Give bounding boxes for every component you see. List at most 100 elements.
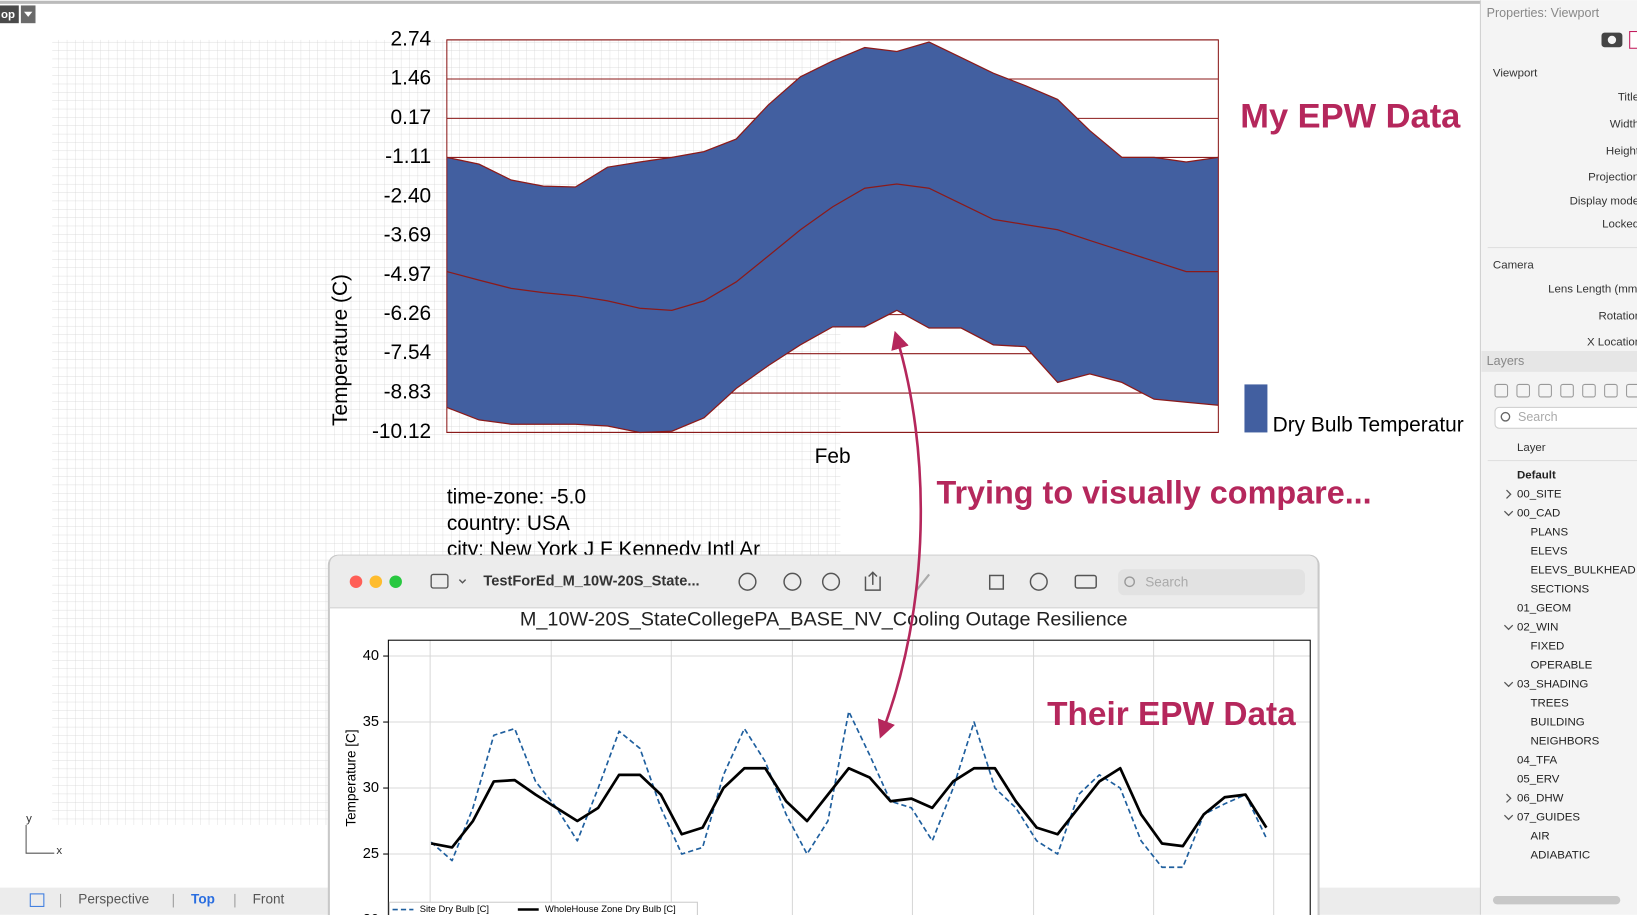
traffic-light[interactable] (369, 575, 383, 589)
layer-chevron[interactable] (1503, 681, 1514, 688)
legend-label: WholeHouse Zone Dry Bulb [C] (545, 903, 676, 914)
annotation: Trying to visually compare... (936, 475, 1371, 511)
window-toolbar (329, 555, 1318, 608)
y-tick-label: -1.11 (385, 145, 431, 168)
axis-x-label: x (56, 845, 62, 857)
layer-tool[interactable] (1604, 383, 1618, 398)
viewport-icon[interactable] (1629, 31, 1637, 49)
axis-y-label: y (26, 813, 32, 825)
layer-name[interactable]: SECTIONS (1531, 583, 1590, 595)
layer-chevron[interactable] (1506, 793, 1512, 803)
section-label: Camera (1493, 259, 1534, 271)
layer-chevron[interactable] (1506, 489, 1512, 499)
layer-name[interactable]: PLANS (1531, 526, 1569, 538)
field-label: Display mode (1570, 196, 1637, 208)
y-tick-label: -7.54 (384, 341, 432, 364)
band-line (446, 183, 1219, 311)
legend-box (388, 901, 698, 915)
y-tick-label: 1.46 (391, 66, 432, 89)
layer-tool[interactable] (1516, 383, 1530, 398)
info-line: time-zone: -5.0 (447, 486, 586, 509)
field-label: X Location (1587, 337, 1637, 349)
layer-tool[interactable] (1626, 383, 1637, 398)
layer-tool[interactable] (1494, 383, 1509, 398)
layer-name[interactable]: 01_GEOM (1517, 602, 1571, 614)
x-tick-label: Feb (815, 445, 851, 468)
layer-name[interactable]: 07_GUIDES (1517, 811, 1580, 823)
layer-name[interactable]: AIR (1531, 830, 1550, 842)
annotation: Their EPW Data (1047, 696, 1296, 733)
field-label: Rotation (1598, 311, 1637, 323)
layer-name[interactable]: 03_SHADING (1517, 678, 1588, 690)
toolbar-icon[interactable] (738, 572, 757, 591)
y-axis-label: Temperature (C) (329, 274, 352, 426)
y-tick-label: 20 (363, 912, 379, 915)
plot-frame (387, 639, 1311, 915)
band-fill (446, 42, 1219, 433)
legend-label: Dry Bulb Temperatur (1273, 414, 1464, 437)
layer-name[interactable]: 02_WIN (1517, 621, 1558, 633)
window-body (329, 555, 1318, 915)
toolbar-icon[interactable] (783, 572, 802, 591)
right-panel (1480, 0, 1637, 915)
layer-name[interactable]: BUILDING (1531, 716, 1585, 728)
panel-scrollbar (1492, 895, 1621, 905)
viewport-tab[interactable]: Front (253, 892, 285, 907)
band-line (446, 309, 1219, 434)
viewport-name: op (1, 9, 15, 21)
y-tick-label: -4.97 (384, 263, 432, 286)
layer-chevron[interactable] (1503, 814, 1514, 821)
layer-tool[interactable] (1560, 383, 1574, 398)
layer-name[interactable]: 06_DHW (1517, 792, 1564, 804)
legend-label: Site Dry Bulb [C] (420, 903, 489, 914)
y-tick-label: -10.12 (372, 420, 431, 443)
layer-tool[interactable] (1538, 383, 1552, 398)
layer-chevron[interactable] (1503, 510, 1514, 517)
layer-name[interactable]: 04_TFA (1517, 754, 1558, 766)
viewport-tag (0, 5, 19, 24)
viewport-tab[interactable]: Top (191, 892, 215, 907)
plot-title: M_10W-20S_StateCollegePA_BASE_NV_Cooling… (520, 609, 1128, 631)
viewport-menu-arrow (24, 11, 33, 17)
compare-arrow (877, 330, 923, 739)
layer-search[interactable] (1494, 406, 1637, 429)
layer-tool[interactable] (1582, 383, 1596, 398)
viewport-tab[interactable]: Perspective (78, 892, 149, 907)
camera-lens (1607, 35, 1617, 45)
layer-name[interactable]: 05_ERV (1517, 773, 1560, 785)
layer-name[interactable]: FIXED (1531, 640, 1565, 652)
rotate-icon[interactable] (988, 574, 1005, 590)
field-label: Locked (1602, 219, 1637, 231)
y-tick-label: -6.26 (384, 302, 432, 325)
search-placeholder: Search (1145, 574, 1188, 589)
layer-name[interactable]: TREES (1531, 697, 1570, 709)
series-line (430, 766, 1268, 849)
y-tick-label: 0.17 (391, 106, 432, 129)
layer-name[interactable]: ADIABATIC (1531, 849, 1591, 861)
layer-name[interactable]: ELEVS_BULKHEAD (1531, 564, 1636, 576)
layer-chevron[interactable] (1503, 624, 1514, 631)
layer-name[interactable]: NEIGHBORS (1531, 735, 1600, 747)
layers-header (1481, 351, 1637, 372)
traffic-light[interactable] (389, 575, 402, 589)
layer-name[interactable]: ELEVS (1531, 545, 1568, 557)
layer-name[interactable]: OPERABLE (1531, 659, 1593, 671)
layer-search-placeholder: Search (1518, 410, 1558, 424)
traffic-light[interactable] (349, 575, 363, 589)
markup-icon[interactable] (915, 573, 930, 591)
panel-title: Properties: Viewport (1487, 6, 1600, 20)
legend-swatch (1244, 384, 1268, 433)
window-title: TestForEd_M_10W-20S_State... (483, 574, 699, 590)
search-box[interactable] (1118, 569, 1306, 596)
sign-icon[interactable] (1074, 574, 1097, 589)
layer-name[interactable]: 00_SITE (1517, 488, 1562, 500)
layer-name[interactable]: Default (1517, 469, 1556, 481)
annotate-icon[interactable] (1029, 572, 1048, 591)
field-label: Height (1606, 146, 1637, 158)
y-axis-label: Temperature [C] (343, 729, 358, 826)
field-label: Lens Length (mm) (1548, 283, 1637, 295)
layer-name[interactable]: 00_CAD (1517, 507, 1560, 519)
sidebar-icon[interactable] (430, 573, 449, 589)
toolbar-icon[interactable] (821, 572, 841, 591)
